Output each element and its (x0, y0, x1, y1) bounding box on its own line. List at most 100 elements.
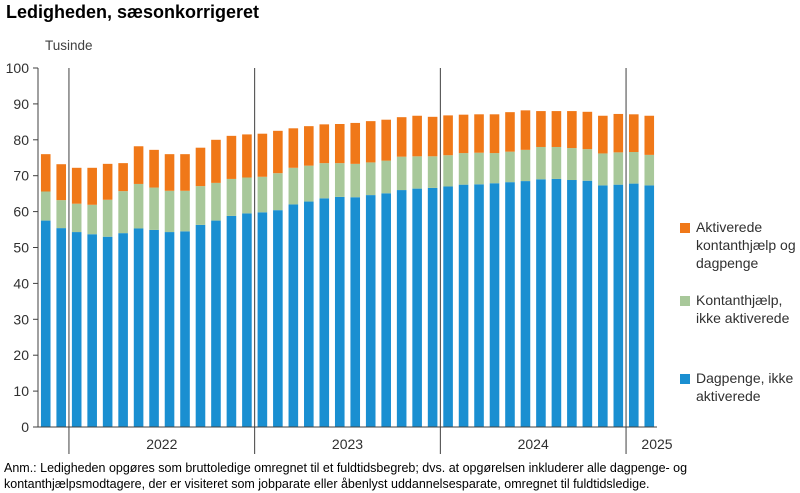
bar-segment-s1-39 (644, 154, 655, 186)
bar-segment-s1-27 (458, 153, 469, 185)
bar-segment-s0-11 (211, 220, 221, 427)
bar-segment-s0-35 (582, 180, 593, 427)
legend-swatch-2 (680, 374, 690, 384)
x-tick-label-2024: 2024 (518, 436, 549, 452)
bar-segment-s1-3 (87, 204, 97, 235)
bar-segment-s1-24 (412, 156, 422, 189)
bar-segment-s0-20 (350, 197, 361, 427)
bar-segment-s0-14 (257, 212, 268, 427)
bar-segment-s0-26 (443, 186, 453, 427)
x-tick-label-2023: 2023 (332, 436, 363, 452)
bar-segment-s2-26 (443, 115, 453, 156)
bar-segment-s2-1 (56, 164, 67, 201)
bar-segment-s0-1 (56, 228, 67, 427)
bar-segment-s1-14 (257, 176, 268, 213)
bar-segment-s1-20 (350, 163, 361, 198)
bar-segment-s1-12 (226, 178, 237, 216)
bar-segment-s1-13 (242, 177, 252, 214)
bar-segment-s1-17 (304, 165, 314, 202)
bar-segment-s0-24 (412, 188, 422, 427)
bar-segment-s1-8 (164, 190, 175, 233)
bar-segment-s2-22 (381, 119, 391, 161)
bar-segment-s1-29 (489, 153, 500, 184)
bar-segment-s2-29 (489, 114, 500, 154)
bar-segment-s1-35 (582, 149, 593, 181)
bar-segment-s0-23 (396, 190, 407, 427)
bar-segment-s1-25 (427, 156, 438, 188)
bar-segment-s2-38 (628, 114, 639, 153)
bars-group (40, 110, 655, 427)
bar-segment-s0-2 (71, 232, 82, 427)
bar-segment-s0-3 (87, 234, 97, 427)
bar-segment-s0-38 (628, 183, 639, 427)
footnote: Anm.: Ledigheden opgøres som bruttoledig… (4, 461, 688, 491)
bar-segment-s2-12 (226, 135, 237, 179)
bar-segment-s2-21 (365, 121, 376, 163)
bar-segment-s1-26 (443, 155, 453, 187)
legend-label-0: Aktiverede kontanthjælp og dagpenge (696, 219, 796, 271)
bar-segment-s2-37 (613, 113, 624, 153)
bar-segment-s2-25 (427, 116, 438, 157)
bar-segment-s2-35 (582, 111, 593, 150)
bar-segment-s2-11 (211, 139, 221, 183)
bar-segment-s1-15 (273, 173, 283, 211)
bar-segment-s1-38 (628, 152, 639, 184)
bar-segment-s0-16 (288, 204, 299, 427)
bar-segment-s0-22 (381, 193, 391, 427)
y-tick-label-80: 80 (13, 132, 29, 148)
bar-segment-s2-0 (40, 154, 51, 192)
bar-segment-s0-21 (365, 195, 376, 427)
bar-segment-s1-19 (334, 163, 345, 197)
legend-label-2: Dagpenge, ikke aktiverede (696, 370, 794, 404)
bar-segment-s2-33 (551, 111, 562, 147)
bar-segment-s0-29 (489, 183, 500, 427)
bar-segment-s0-12 (226, 215, 237, 427)
bar-segment-s2-4 (102, 163, 113, 200)
bar-segment-s2-14 (257, 133, 268, 177)
bar-segment-s0-10 (195, 224, 206, 427)
bar-segment-s1-7 (149, 187, 159, 230)
bar-segment-s2-39 (644, 115, 655, 155)
y-tick-label-20: 20 (13, 347, 29, 363)
x-tick-label-2025: 2025 (641, 436, 672, 452)
bar-segment-s0-7 (149, 229, 159, 427)
bar-segment-s2-15 (273, 130, 283, 174)
legend-swatch-1 (680, 296, 690, 306)
bar-segment-s1-33 (551, 146, 562, 179)
bar-segment-s1-37 (613, 152, 624, 185)
chart-title: Ledigheden, sæsonkorrigeret (6, 2, 260, 22)
bar-segment-s1-4 (102, 199, 113, 237)
bar-segment-s2-20 (350, 122, 361, 164)
bar-segment-s0-37 (613, 184, 624, 427)
x-tick-label-2022: 2022 (146, 436, 177, 452)
legend: Aktiverede kontanthjælp og dagpenge Kontant… (680, 219, 796, 404)
chart: Tusinde 0 10 20 30 40 50 60 70 80 90 100 2022 2023 20… (6, 38, 796, 454)
y-tick-label-40: 40 (13, 275, 29, 291)
y-tick-label-100: 100 (6, 60, 30, 76)
bar-segment-s1-23 (396, 156, 407, 191)
y-tick-label-30: 30 (13, 311, 29, 327)
bar-segment-s1-2 (71, 203, 82, 233)
bar-segment-s1-9 (180, 190, 190, 232)
bar-segment-s2-3 (87, 167, 97, 205)
bar-segment-s1-1 (56, 200, 67, 229)
bar-segment-s2-36 (598, 115, 608, 154)
bar-segment-s2-24 (412, 115, 422, 157)
bar-segment-s1-21 (365, 162, 376, 196)
bar-segment-s2-34 (567, 111, 577, 149)
bar-segment-s1-31 (520, 149, 531, 182)
y-tick-label-50: 50 (13, 240, 29, 256)
bar-segment-s1-0 (40, 191, 51, 221)
bar-segment-s0-9 (180, 231, 190, 427)
bar-segment-s1-36 (598, 153, 608, 186)
bar-segment-s2-28 (474, 114, 484, 153)
bar-segment-s0-34 (567, 180, 577, 427)
bar-segment-s1-34 (567, 148, 577, 181)
bar-segment-s2-7 (149, 149, 159, 188)
bar-segment-s0-28 (474, 184, 484, 427)
legend-swatch-0 (680, 223, 690, 233)
y-tick-label-10: 10 (13, 383, 29, 399)
bar-segment-s1-10 (195, 186, 206, 225)
bar-segment-s0-39 (644, 185, 655, 427)
bar-segment-s2-10 (195, 147, 206, 187)
